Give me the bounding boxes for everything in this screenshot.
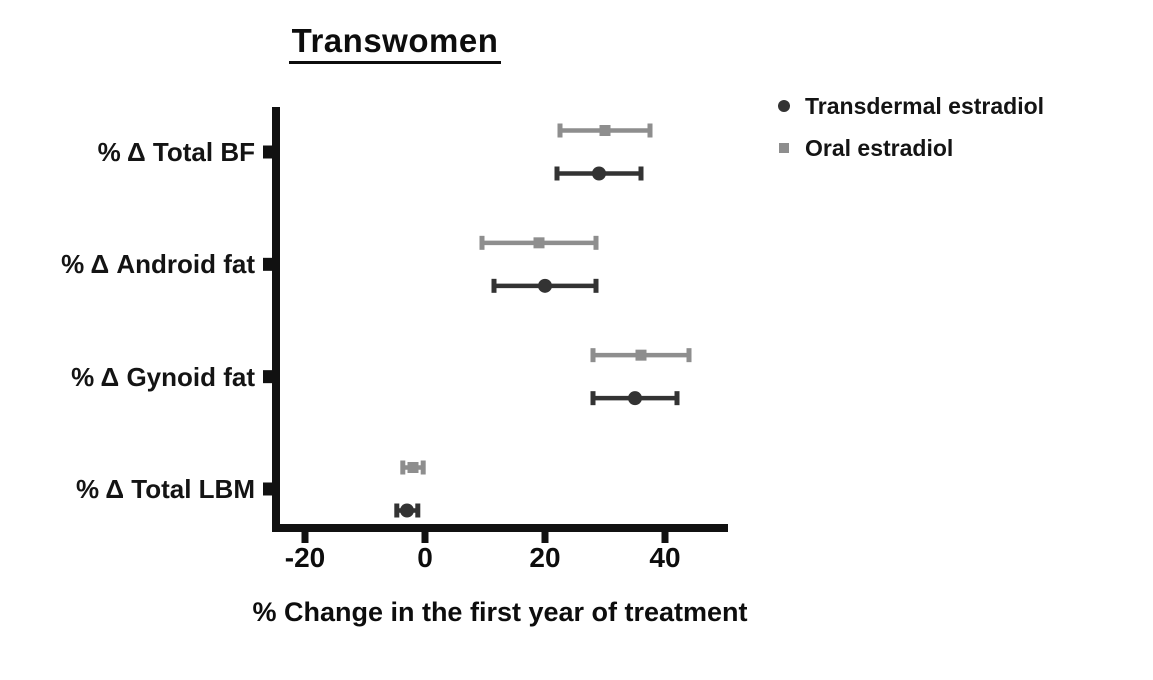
data-point-square [533,237,545,249]
data-point-square [599,125,611,136]
chart-title: Transwomen [288,22,502,64]
data-point-square [635,349,647,361]
legend-item-transdermal: Transdermal estradiol [778,90,1044,122]
legend-item-oral: Oral estradiol [778,132,1044,164]
y-axis-tick [263,482,272,496]
x-axis-line [272,524,728,532]
x-axis-tick [541,532,549,543]
chart-title-wrap: Transwomen [245,22,545,64]
data-point-circle [592,166,606,181]
category-label-android-fat: % Δ Android fat [61,249,255,279]
data-point-square [407,461,419,473]
y-axis-tick [263,257,272,271]
circle-marker-icon [778,100,790,112]
y-axis-tick [263,145,272,159]
data-point-circle [400,503,414,518]
x-axis-tick [661,532,669,543]
square-marker-icon [779,143,789,153]
x-axis-tick [301,532,309,543]
category-label-gynoid-fat: % Δ Gynoid fat [71,362,255,392]
data-point-circle [538,278,552,293]
data-point-circle [628,391,642,406]
x-tick-label-neg20: -20 [284,542,326,573]
legend-label-oral: Oral estradiol [805,134,954,161]
category-label-total-bf: % Δ Total BF [97,137,255,167]
x-tick-label-40: 40 [649,542,681,573]
x-axis-tick [421,532,429,543]
x-tick-label-20: 20 [529,542,561,573]
x-axis-label: % Change in the first year of treatment [252,597,748,627]
y-axis-line [272,107,280,532]
category-label-total-lbm: % Δ Total LBM [75,474,255,504]
legend: Transdermal estradiol Oral estradiol [778,90,1044,174]
x-tick-label-0: 0 [417,542,433,573]
y-axis-tick [263,370,272,384]
legend-label-transdermal: Transdermal estradiol [805,92,1045,119]
